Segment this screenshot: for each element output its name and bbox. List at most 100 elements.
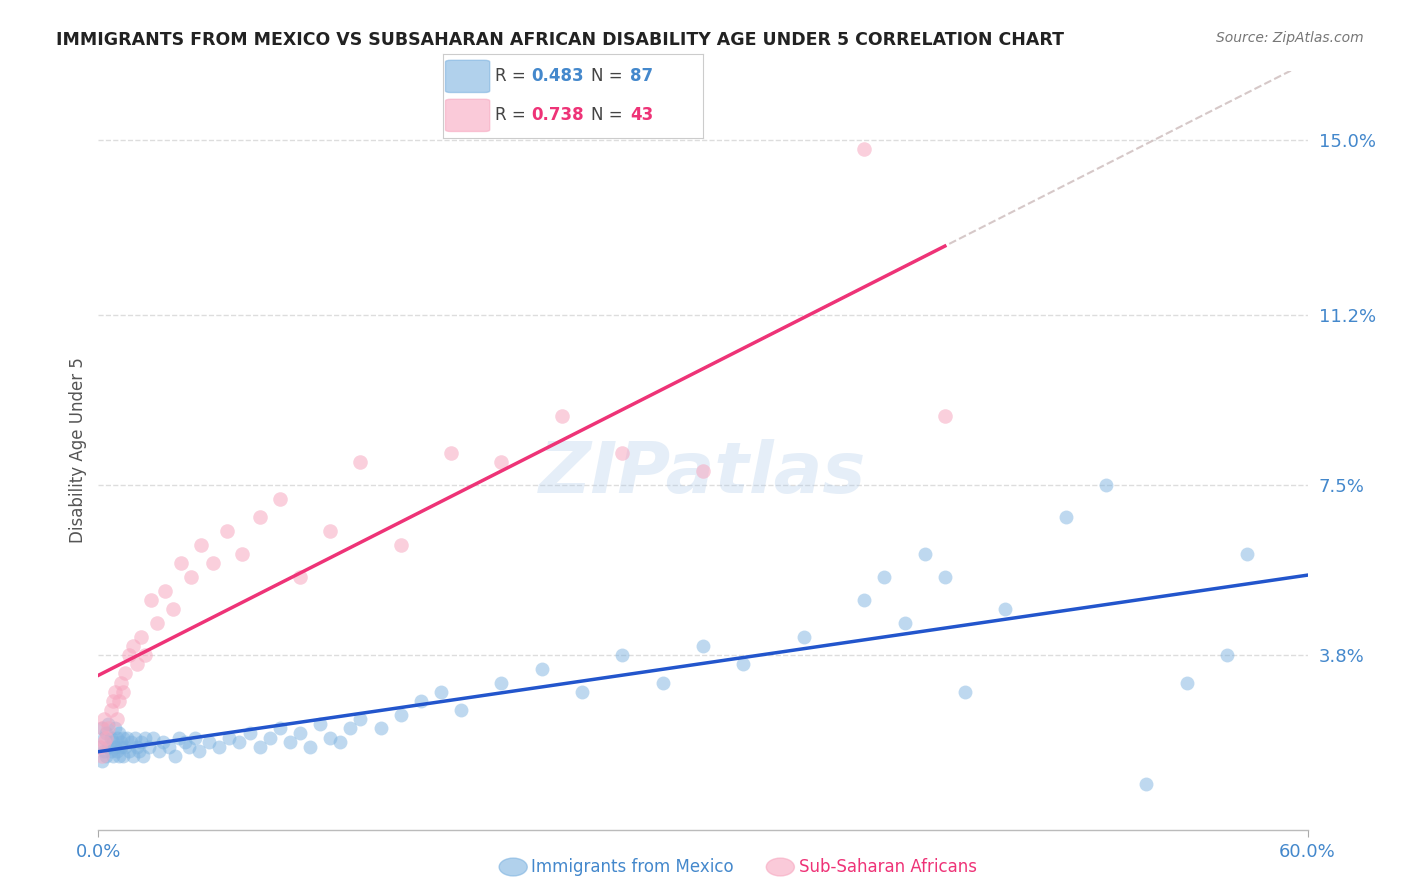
Point xyxy=(107,694,129,708)
Point xyxy=(110,739,132,754)
Point xyxy=(134,731,156,745)
Point xyxy=(249,510,271,524)
Point xyxy=(97,722,120,736)
Point xyxy=(651,675,673,690)
Point xyxy=(100,744,122,758)
Point xyxy=(231,547,253,561)
Point xyxy=(249,739,271,754)
Text: Immigrants from Mexico: Immigrants from Mexico xyxy=(531,858,734,876)
Point xyxy=(118,744,141,758)
Point xyxy=(198,735,221,749)
Point xyxy=(319,524,342,538)
Point xyxy=(269,491,291,506)
Point xyxy=(389,538,412,552)
Point xyxy=(299,739,322,754)
Point xyxy=(93,731,115,745)
Text: Source: ZipAtlas.com: Source: ZipAtlas.com xyxy=(1216,31,1364,45)
Point xyxy=(217,524,239,538)
Text: Sub-Saharan Africans: Sub-Saharan Africans xyxy=(799,858,977,876)
Point xyxy=(793,630,815,644)
Point xyxy=(139,592,162,607)
Text: 0.738: 0.738 xyxy=(531,105,583,123)
Text: R =: R = xyxy=(495,105,531,123)
Point xyxy=(612,446,634,460)
Point xyxy=(103,739,125,754)
Point xyxy=(259,731,281,745)
Point xyxy=(288,570,311,584)
Point xyxy=(120,735,142,749)
Point xyxy=(148,744,170,758)
Point xyxy=(101,735,124,749)
Point xyxy=(167,731,190,745)
Point xyxy=(170,556,193,570)
Point xyxy=(329,735,352,749)
Point xyxy=(934,570,956,584)
Point xyxy=(105,731,128,745)
Point xyxy=(278,735,301,749)
Point xyxy=(100,731,122,745)
Point xyxy=(853,592,876,607)
Point xyxy=(202,556,225,570)
Point xyxy=(105,744,128,758)
Point xyxy=(349,455,371,469)
Point xyxy=(1175,675,1198,690)
Point xyxy=(571,684,593,698)
Point xyxy=(733,657,755,672)
Point xyxy=(103,722,125,736)
Point xyxy=(409,694,432,708)
Point xyxy=(873,570,896,584)
Point xyxy=(125,657,148,672)
Point xyxy=(430,684,453,698)
Point xyxy=(96,749,118,764)
Point xyxy=(389,707,412,722)
Point xyxy=(994,602,1017,616)
Point xyxy=(89,739,111,754)
Point xyxy=(853,143,876,157)
Text: R =: R = xyxy=(495,68,531,86)
Point xyxy=(1095,478,1118,492)
Text: 43: 43 xyxy=(630,105,654,123)
Point xyxy=(100,703,122,717)
Point xyxy=(93,744,115,758)
Point xyxy=(103,684,125,698)
Point xyxy=(91,749,114,764)
Point xyxy=(152,735,174,749)
Point xyxy=(125,739,148,754)
Point xyxy=(208,739,231,754)
Point xyxy=(612,648,634,662)
Point xyxy=(115,731,138,745)
Point xyxy=(134,648,156,662)
Point xyxy=(218,731,240,745)
Point xyxy=(450,703,472,717)
Point xyxy=(440,446,463,460)
Point xyxy=(105,712,128,726)
Point xyxy=(319,731,342,745)
Point xyxy=(1236,547,1258,561)
Point xyxy=(692,464,714,478)
Point xyxy=(91,722,114,736)
Point xyxy=(101,749,124,764)
Point xyxy=(1054,510,1077,524)
Point xyxy=(370,722,392,736)
Point xyxy=(953,684,976,698)
Point xyxy=(91,722,114,736)
Point xyxy=(163,749,186,764)
Point xyxy=(309,717,332,731)
Point xyxy=(339,722,361,736)
Point xyxy=(121,639,143,653)
Point xyxy=(132,749,155,764)
Point xyxy=(174,735,197,749)
Point xyxy=(349,712,371,726)
Point xyxy=(162,602,184,616)
Text: N =: N = xyxy=(591,68,628,86)
Point xyxy=(96,731,118,745)
Point xyxy=(491,675,513,690)
Text: IMMIGRANTS FROM MEXICO VS SUBSAHARAN AFRICAN DISABILITY AGE UNDER 5 CORRELATION : IMMIGRANTS FROM MEXICO VS SUBSAHARAN AFR… xyxy=(56,31,1064,49)
Point xyxy=(101,694,124,708)
Text: N =: N = xyxy=(591,105,628,123)
Point xyxy=(692,639,714,653)
Point xyxy=(114,666,136,681)
Point xyxy=(188,744,211,758)
Point xyxy=(111,731,134,745)
FancyBboxPatch shape xyxy=(446,61,489,93)
